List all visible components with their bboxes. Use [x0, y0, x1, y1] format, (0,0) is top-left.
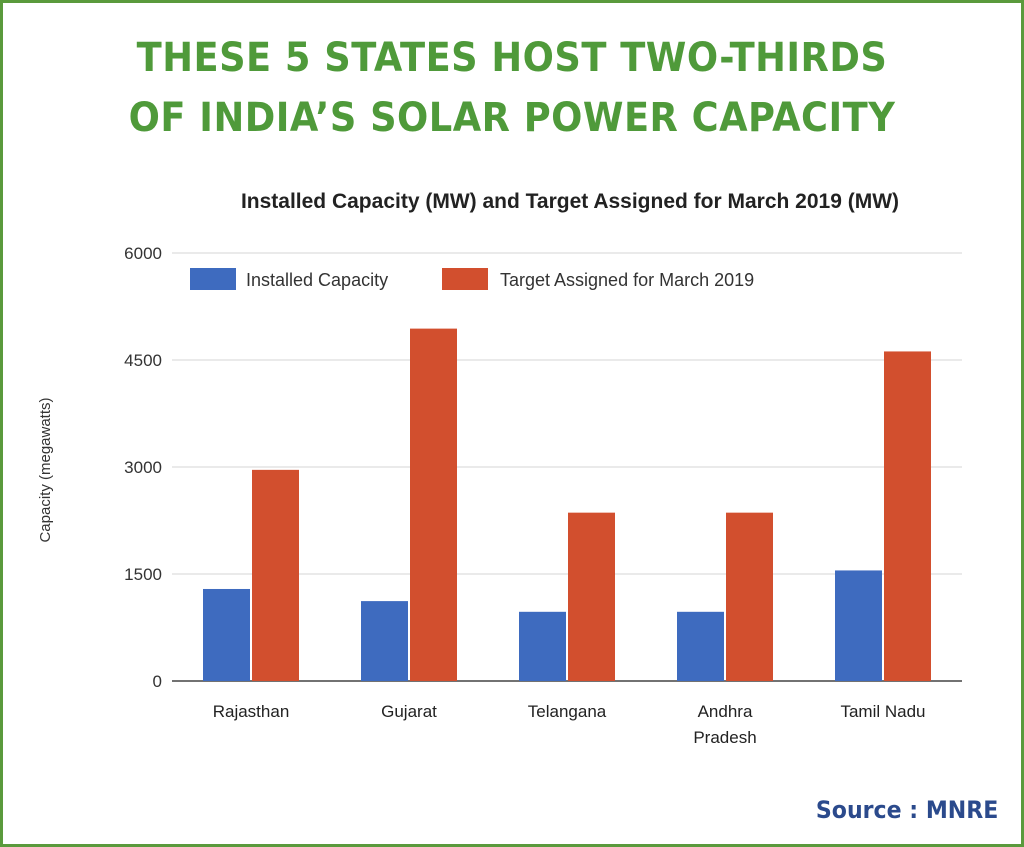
x-tick-label-line: Telangana: [528, 702, 607, 721]
headline-line-2: OF INDIA’S SOLAR POWER CAPACITY: [128, 95, 896, 141]
x-tick-label-line: Andhra: [698, 702, 753, 721]
target-bar-andhra-pradesh: [726, 512, 773, 681]
x-tick-label: Tamil Nadu: [840, 702, 925, 721]
installed-bar-andhra-pradesh: [677, 611, 724, 681]
x-tick-label-line: Pradesh: [693, 728, 756, 747]
installed-bar-telangana: [519, 611, 566, 681]
y-tick-label: 6000: [124, 244, 162, 263]
x-tick-label: Andhra Pradesh: [693, 702, 756, 747]
chart-title: Installed Capacity (MW) and Target Assig…: [241, 190, 899, 213]
installed-bar-tamil-nadu: [835, 570, 882, 681]
y-tick-labels: 0 1500 3000 4500 6000: [124, 244, 162, 691]
grid: [172, 252, 962, 682]
y-axis-label: Capacity (megawatts): [37, 397, 54, 542]
target-bar-tamil-nadu: [884, 351, 931, 681]
headline: THESE 5 STATES HOST TWO-THIRDS OF INDIA’…: [41, 28, 983, 148]
chart-container: Installed Capacity (MW) and Target Assig…: [16, 170, 1006, 782]
legend-label-installed: Installed Capacity: [246, 270, 388, 290]
installed-bar-rajasthan: [203, 588, 250, 681]
x-tick-label: Rajasthan: [213, 702, 290, 721]
target-bar-gujarat: [410, 328, 457, 681]
chart-background: [16, 170, 1006, 782]
headline-line-1: THESE 5 STATES HOST TWO-THIRDS: [136, 35, 888, 81]
legend: Installed Capacity Target Assigned for Ma…: [190, 268, 754, 290]
x-tick-label-line: Gujarat: [381, 702, 437, 721]
x-tick-label-line: Tamil Nadu: [840, 702, 925, 721]
x-tick-label: Telangana: [528, 702, 607, 721]
bars: [203, 328, 931, 681]
target-bar-rajasthan: [252, 469, 299, 681]
x-tick-labels: Rajasthan Gujarat Telangana Andhra Pradesh Ta…: [213, 702, 926, 747]
x-tick-label: Gujarat: [381, 702, 437, 721]
bar-chart: Installed Capacity (MW) and Target Assig…: [16, 170, 1006, 782]
x-tick-label-line: Rajasthan: [213, 702, 290, 721]
legend-swatch-installed: [190, 268, 236, 290]
legend-swatch-target: [442, 268, 488, 290]
y-tick-label: 3000: [124, 458, 162, 477]
source-credit: Source : MNRE: [815, 796, 998, 824]
y-tick-label: 4500: [124, 351, 162, 370]
target-bar-telangana: [568, 512, 615, 681]
y-tick-label: 1500: [124, 565, 162, 584]
y-tick-label: 0: [153, 672, 162, 691]
installed-bar-gujarat: [361, 601, 408, 681]
legend-label-target: Target Assigned for March 2019: [500, 270, 754, 290]
